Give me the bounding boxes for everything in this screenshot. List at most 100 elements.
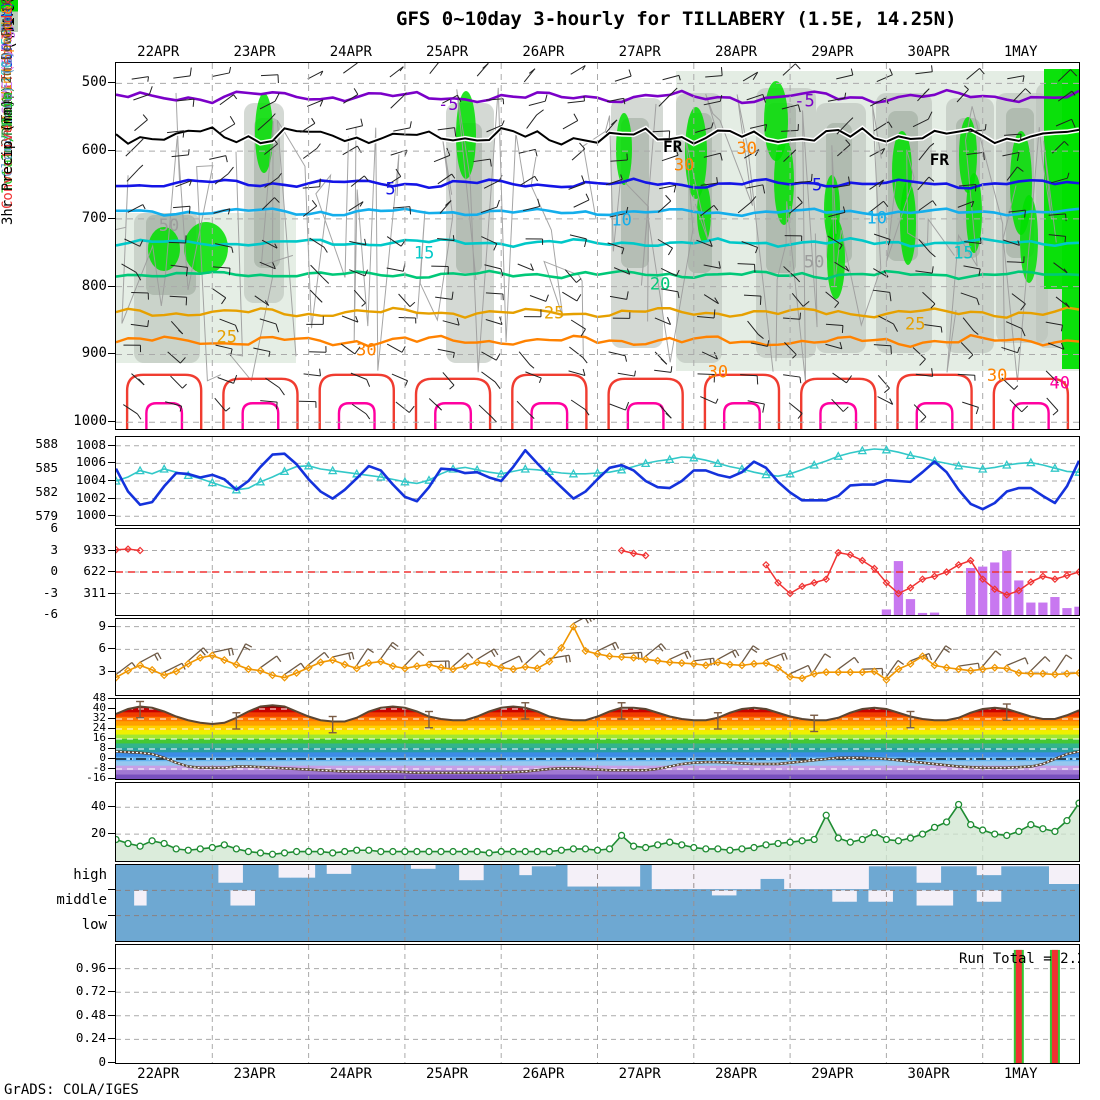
date-label-28apr: 28APR <box>714 44 758 60</box>
date-label-28apr: 28APR <box>714 1066 758 1082</box>
temp-tick-0: 0 <box>99 751 106 764</box>
date-label-1may: 1MAY <box>1003 44 1038 60</box>
slp-tick-mark <box>108 497 115 499</box>
cape-tick-mark <box>108 549 115 551</box>
date-label-23apr: 23APR <box>233 44 276 60</box>
thickness-tick-585: 585 <box>35 460 58 475</box>
date-label-24apr: 24APR <box>329 44 372 60</box>
cloud-tick-mark <box>108 889 115 891</box>
temp-tick-mark <box>108 768 115 769</box>
wind-y-ticks: 3 6 9 <box>78 618 115 696</box>
cape-lifted-index-panel[interactable] <box>115 528 1080 616</box>
y-tick-mark <box>108 150 115 152</box>
rh-y-ticks: 20 40 <box>78 782 115 862</box>
precip-tick-0.72: 0.72 <box>75 983 106 999</box>
li-tick--6: -6 <box>42 606 58 621</box>
run-total-annotation: Run Total = 2.25 <box>959 951 1079 967</box>
y-tick-1000: 1000 <box>73 413 107 430</box>
cape-tick-mark <box>108 571 115 572</box>
label-precip-axis: 3hr Precip (mm) <box>0 98 16 225</box>
y-tick-mark <box>108 421 115 423</box>
wind-10m-panel[interactable] <box>115 618 1080 696</box>
temp-y-ticks: 48 40 32 24 16 8 0 -8 -16 <box>72 691 115 784</box>
svg-text:20: 20 <box>650 274 670 294</box>
temp-tick-mark <box>108 758 115 759</box>
cloud-tick-mark <box>108 914 115 916</box>
date-label-26apr: 26APR <box>522 44 565 60</box>
wind-tick-3: 3 <box>98 663 106 679</box>
svg-text:50: 50 <box>159 216 179 236</box>
cloud-row-label-low: low <box>81 917 107 934</box>
precip-tick-mark <box>108 1014 115 1016</box>
svg-text:30: 30 <box>674 155 694 175</box>
upper-air-y-ticks: 500 600 700 800 900 1000 <box>60 62 115 430</box>
wind-tick-6: 6 <box>98 640 106 656</box>
thickness-tick-579: 579 <box>35 508 58 523</box>
date-label-1may: 1MAY <box>1003 1066 1038 1082</box>
svg-text:30: 30 <box>356 340 376 360</box>
thickness-y-ticks: 579 582 585 588 <box>18 436 60 526</box>
thickness-tick-582: 582 <box>35 484 58 499</box>
precip-tick-0: 0 <box>98 1054 106 1069</box>
svg-text:5: 5 <box>812 176 822 196</box>
svg-text:25: 25 <box>217 328 237 348</box>
cloud-row-labels: high middle low <box>56 864 115 942</box>
slp-tick-1008: 1008 <box>75 436 106 452</box>
temp-tick-mark <box>108 708 115 709</box>
y-tick-600: 600 <box>81 142 107 159</box>
date-label-22apr: 22APR <box>137 1066 180 1082</box>
slp-tick-mark <box>108 515 115 517</box>
cloud-cover-panel[interactable] <box>115 864 1080 942</box>
precip-tick-0.24: 0.24 <box>75 1030 106 1046</box>
precip-tick-0.48: 0.48 <box>75 1006 106 1022</box>
top-date-axis: 22APR 23APR 24APR 25APR 26APR 27APR 28APR 29APR… <box>115 44 1080 62</box>
date-label-27apr: 27APR <box>618 44 661 60</box>
slp-tick-1002: 1002 <box>75 489 106 505</box>
svg-text:40: 40 <box>1049 373 1069 393</box>
svg-text:FR: FR <box>663 137 683 156</box>
rh-tick-20: 20 <box>90 825 106 841</box>
wind-tick-mark <box>108 625 115 627</box>
cape-tick-622: 622 <box>83 563 106 578</box>
temp-tick--16: -16 <box>86 771 106 784</box>
y-tick-mark <box>108 82 115 84</box>
svg-text:30: 30 <box>987 366 1007 386</box>
cape-tick-311: 311 <box>83 584 106 600</box>
date-label-30apr: 30APR <box>907 1066 950 1082</box>
svg-text:15: 15 <box>953 243 973 263</box>
li-tick--3: -3 <box>42 584 58 600</box>
li-tick-3: 3 <box>50 541 58 557</box>
svg-text:15: 15 <box>414 243 434 263</box>
temp-dewpoint-panel[interactable] <box>115 698 1080 780</box>
slp-thickness-panel[interactable] <box>115 436 1080 526</box>
temp-tick-24: 24 <box>92 721 106 734</box>
svg-text:10: 10 <box>867 209 887 229</box>
slp-tick-mark <box>108 480 115 481</box>
slp-tick-1000: 1000 <box>75 507 106 523</box>
date-label-23apr: 23APR <box>233 1066 276 1082</box>
svg-text:30: 30 <box>708 362 728 382</box>
temp-tick-16: 16 <box>92 731 106 744</box>
y-tick-mark <box>108 353 115 355</box>
date-label-29apr: 29APR <box>811 44 854 60</box>
temp-tick-8: 8 <box>99 741 106 754</box>
temp-tick-mark <box>108 778 115 779</box>
date-label-25apr: 25APR <box>426 1066 469 1082</box>
wind-tick-mark <box>108 648 115 650</box>
precip-tick-mark <box>108 1062 115 1063</box>
cloud-row-label-high: high <box>73 866 107 883</box>
cape-tick-mark <box>108 592 115 594</box>
li-tick-6: 6 <box>50 520 58 535</box>
svg-text:-5: -5 <box>794 91 814 111</box>
svg-text:10: 10 <box>611 210 631 230</box>
cape-y-ticks: 311 622 933 <box>58 528 115 616</box>
precip-panel[interactable]: Run Total = 2.25 <box>115 944 1080 1064</box>
wind-tick-mark <box>108 671 115 673</box>
upper-air-cross-section[interactable]: -5 -5 FR FR 5 5 10 10 15 15 20 25 25 25 30 30 30 40 50 50 30… <box>115 62 1080 430</box>
date-label-27apr: 27APR <box>618 1066 661 1082</box>
date-label-26apr: 26APR <box>522 1066 565 1082</box>
date-label-25apr: 25APR <box>426 44 469 60</box>
rh-2m-panel[interactable] <box>115 782 1080 862</box>
temp-tick-mark <box>108 738 115 739</box>
svg-text:25: 25 <box>544 304 564 324</box>
